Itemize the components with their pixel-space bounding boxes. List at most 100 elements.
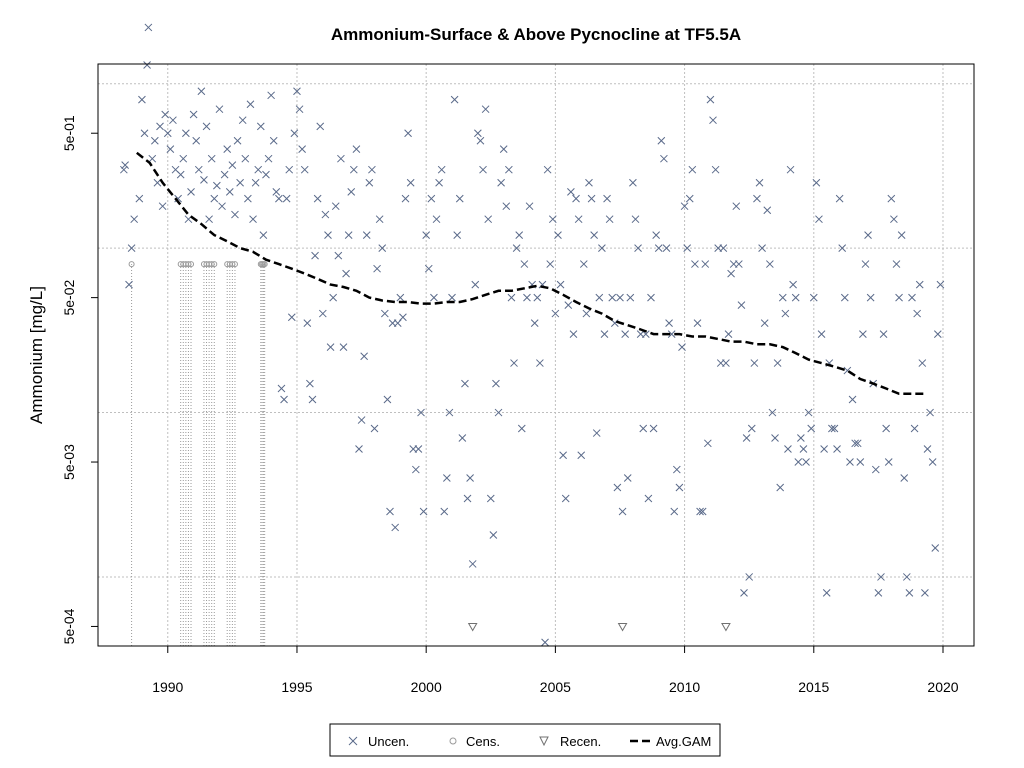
uncensored-point — [644, 494, 653, 503]
uncensored-point-stroke — [476, 136, 485, 145]
uncensored-point-stroke — [556, 280, 565, 289]
uncensored-point-stroke — [375, 215, 384, 224]
uncensored-point-stroke — [817, 330, 826, 338]
uncensored-point-stroke — [497, 178, 505, 187]
uncensored-point-stroke — [722, 359, 730, 367]
uncensored-point — [419, 507, 428, 516]
uncensored-point-stroke — [466, 474, 474, 482]
uncensored-point — [515, 231, 524, 239]
uncensored-point-stroke — [541, 638, 549, 647]
uncensored-point-stroke — [432, 215, 441, 224]
legend-symbol-uncensored — [348, 736, 358, 746]
uncensored-point — [355, 445, 363, 453]
uncensored-point-stroke — [895, 293, 903, 302]
uncensored-point-stroke — [264, 154, 273, 163]
uncensored-point — [598, 244, 606, 252]
uncensored-point-stroke — [282, 194, 291, 203]
uncensored-point — [517, 424, 526, 433]
uncensored-point-stroke — [778, 293, 787, 302]
uncensored-point — [306, 379, 314, 388]
uncensored-point — [781, 309, 790, 318]
uncensored-point-stroke — [856, 458, 865, 466]
uncensored-point-stroke — [631, 215, 640, 224]
uncensored-point-stroke — [874, 589, 883, 597]
uncensored-point-stroke — [213, 181, 221, 190]
uncensored-point-stroke — [745, 573, 754, 581]
uncensored-point-stroke — [672, 465, 681, 474]
uncensored-point — [277, 384, 286, 393]
uncensored-point-stroke — [391, 523, 400, 532]
uncensored-point-stroke — [471, 280, 480, 289]
uncensored-point — [293, 87, 301, 96]
x-tick-label: 2010 — [669, 679, 700, 695]
uncensored-point-stroke — [442, 474, 451, 482]
uncensored-point-stroke — [448, 293, 456, 302]
uncensored-point-stroke — [840, 293, 849, 302]
uncensored-point-stroke — [321, 210, 330, 219]
uncensored-point — [378, 244, 387, 252]
uncensored-point-stroke — [776, 483, 785, 492]
uncensored-point-stroke — [548, 215, 557, 224]
censored-point — [261, 261, 268, 268]
uncensored-point — [561, 494, 570, 503]
uncensored-point-stroke — [241, 154, 250, 163]
uncensored-point — [879, 330, 888, 338]
uncensored-point — [499, 145, 508, 154]
censored-point — [229, 261, 236, 268]
uncensored-point — [895, 293, 903, 302]
chart-title: Ammonium-Surface & Above Pycnocline at T… — [331, 25, 741, 44]
uncensored-point — [241, 154, 250, 163]
uncensored-point — [884, 458, 893, 466]
uncensored-point-stroke — [711, 165, 720, 174]
uncensored-point — [734, 260, 743, 268]
uncensored-point-stroke — [417, 408, 425, 417]
uncensored-point — [838, 244, 847, 252]
uncensored-point — [626, 293, 635, 302]
uncensored-point-stroke — [422, 231, 431, 239]
uncensored-point — [225, 187, 234, 196]
uncensored-point-stroke — [272, 187, 281, 196]
uncensored-point-stroke — [750, 359, 759, 367]
uncensored-point-stroke — [890, 215, 898, 224]
uncensored-point — [295, 105, 304, 114]
uncensored-point — [776, 483, 785, 492]
uncensored-point — [238, 116, 247, 125]
uncensored-point — [182, 129, 190, 138]
uncensored-point-stroke — [174, 194, 182, 203]
uncensored-point — [401, 194, 410, 203]
uncensored-point-stroke — [680, 202, 689, 211]
uncensored-point-stroke — [797, 434, 805, 442]
uncensored-point-stroke — [380, 309, 389, 318]
uncensored-point-stroke — [758, 244, 766, 252]
uncensored-point-stroke — [569, 330, 578, 338]
y-tick-label: 5e-03 — [61, 444, 77, 480]
uncensored-point — [337, 154, 345, 163]
uncensored-point-stroke — [484, 215, 493, 224]
uncensored-point — [479, 165, 487, 174]
uncensored-point — [585, 178, 593, 187]
uncensored-point-stroke — [737, 301, 746, 310]
uncensored-point — [324, 231, 332, 239]
uncensored-point — [489, 531, 498, 539]
uncensored-point-stroke — [747, 424, 756, 433]
uncensored-point — [685, 194, 694, 203]
uncensored-point-stroke — [799, 445, 808, 453]
uncensored-point-stroke — [685, 194, 694, 203]
uncensored-point — [915, 280, 924, 289]
uncensored-point-stroke — [130, 215, 139, 224]
uncensored-point — [481, 105, 490, 114]
censored-point — [188, 261, 195, 268]
uncensored-point-stroke — [259, 231, 268, 239]
uncensored-point — [360, 352, 369, 361]
uncensored-point — [564, 301, 573, 310]
uncensored-point-stroke — [127, 244, 136, 252]
uncensored-point-stroke — [362, 231, 371, 239]
uncensored-point-stroke — [450, 95, 459, 104]
uncensored-point — [629, 178, 637, 187]
uncensored-point-stroke — [719, 244, 728, 252]
uncensored-point-stroke — [313, 194, 322, 203]
uncensored-point — [220, 170, 229, 179]
uncensored-point-stroke — [401, 194, 410, 203]
uncensored-point — [926, 408, 934, 417]
y-tick-label: 5e-02 — [61, 280, 77, 316]
